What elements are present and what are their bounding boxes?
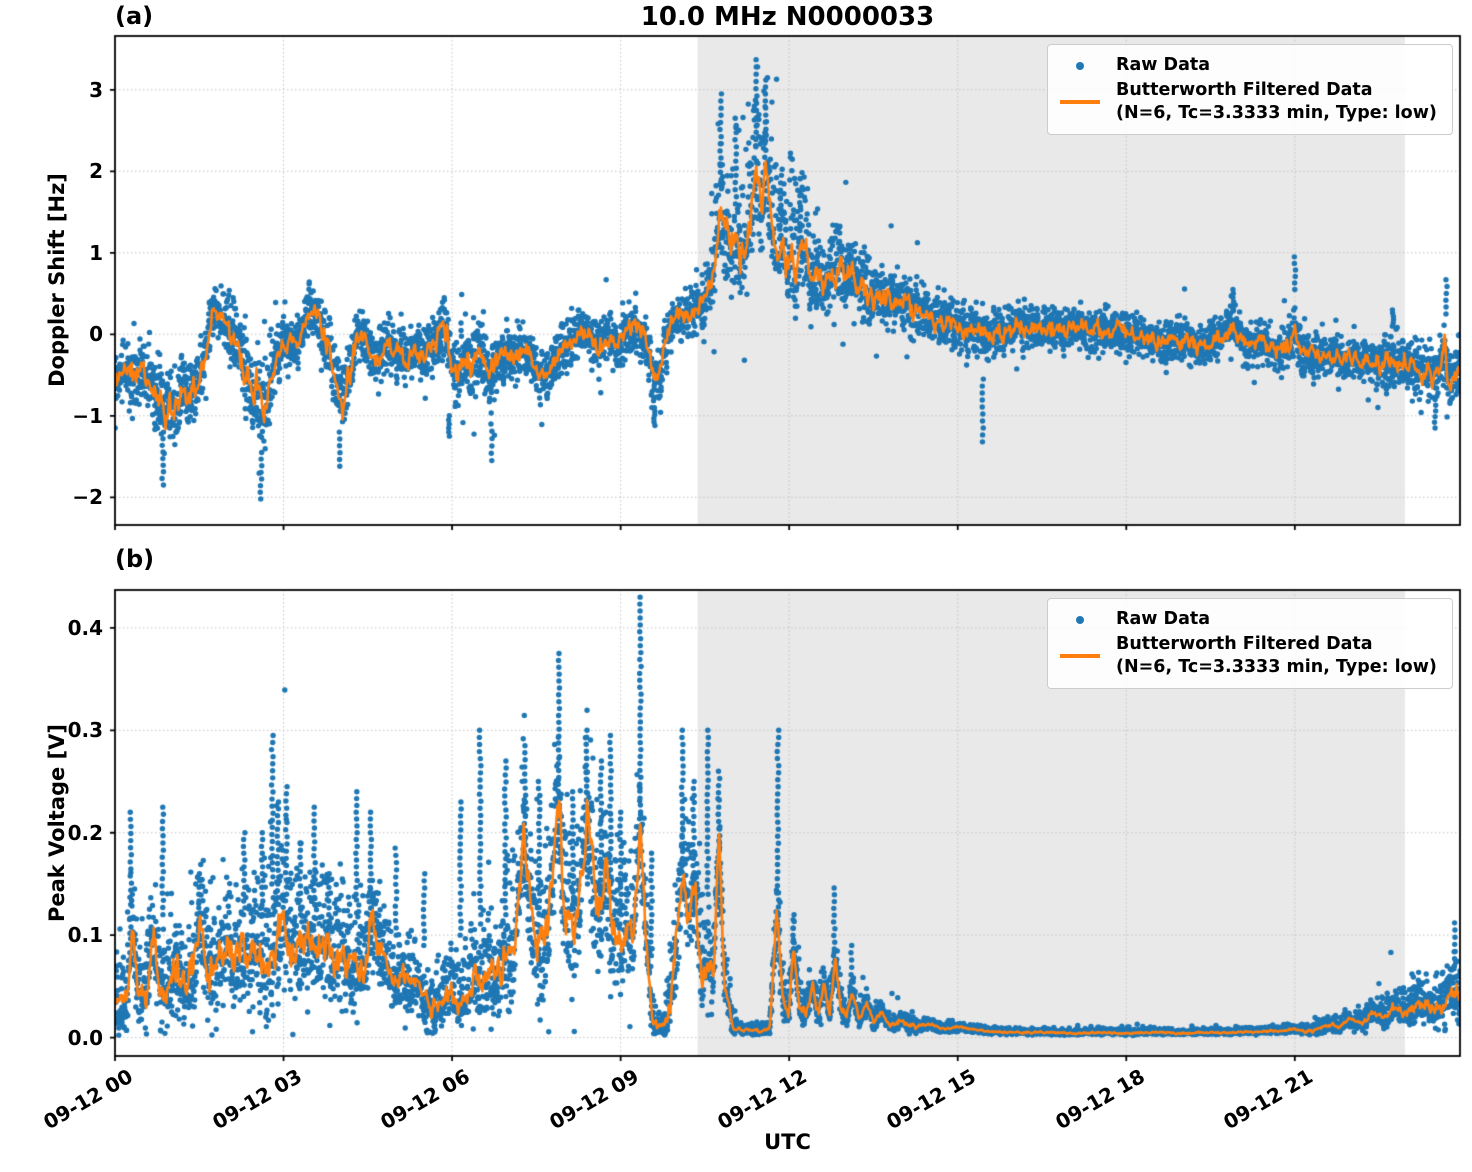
legend-filtered-label-line1: Butterworth Filtered Data (1116, 634, 1373, 655)
panel-a-ytick-label: −1 (72, 403, 103, 428)
legend-filtered-label: Butterworth Filtered Data (N=6, Tc=3.333… (1116, 633, 1437, 679)
legend-raw-entry: Raw Data (1054, 54, 1444, 77)
panel-b-ytick-label: 0.4 (67, 615, 103, 640)
filtered-data-line-icon (1054, 100, 1106, 104)
legend-filtered-label-line2: (N=6, Tc=3.3333 min, Type: low) (1116, 103, 1437, 124)
panel-b-label: (b) (115, 545, 155, 573)
raw-data-dot-icon (1054, 615, 1106, 624)
legend-filtered-label-line1: Butterworth Filtered Data (1116, 80, 1373, 101)
legend-filtered-label: Butterworth Filtered Data (N=6, Tc=3.333… (1116, 79, 1437, 125)
legend-filtered-entry: Butterworth Filtered Data (N=6, Tc=3.333… (1054, 633, 1444, 679)
panel-a-ytick-label: −2 (72, 485, 103, 510)
panel-b-ytick-label: 0.1 (67, 923, 103, 948)
panel-a-legend: Raw Data Butterworth Filtered Data (N=6,… (1047, 44, 1453, 136)
panel-a-ytick-label: 2 (89, 159, 103, 184)
panel-b-ytick-label: 0.0 (67, 1025, 103, 1050)
panel-b-ytick-label: 0.2 (67, 820, 103, 845)
panel-b-legend: Raw Data Butterworth Filtered Data (N=6,… (1047, 598, 1453, 690)
legend-raw-entry: Raw Data (1054, 608, 1444, 631)
x-axis-label: UTC (764, 1130, 811, 1154)
raw-data-dot-icon (1054, 61, 1106, 70)
figure-title: 10.0 MHz N0000033 (640, 2, 935, 32)
panel-a-ytick-label: 0 (89, 322, 103, 347)
legend-raw-label: Raw Data (1116, 609, 1211, 629)
legend-filtered-entry: Butterworth Filtered Data (N=6, Tc=3.333… (1054, 79, 1444, 125)
legend-filtered-label-line2: (N=6, Tc=3.3333 min, Type: low) (1116, 657, 1437, 678)
panel-a-ytick-label: 3 (89, 77, 103, 102)
panel-a-label: (a) (115, 2, 154, 30)
panel-a-ylabel: Doppler Shift [Hz] (45, 173, 69, 387)
filtered-data-line-icon (1054, 654, 1106, 658)
panel-b-ytick-label: 0.3 (67, 718, 103, 743)
legend-raw-label: Raw Data (1116, 55, 1211, 75)
panel-a-ytick-label: 1 (89, 240, 103, 265)
